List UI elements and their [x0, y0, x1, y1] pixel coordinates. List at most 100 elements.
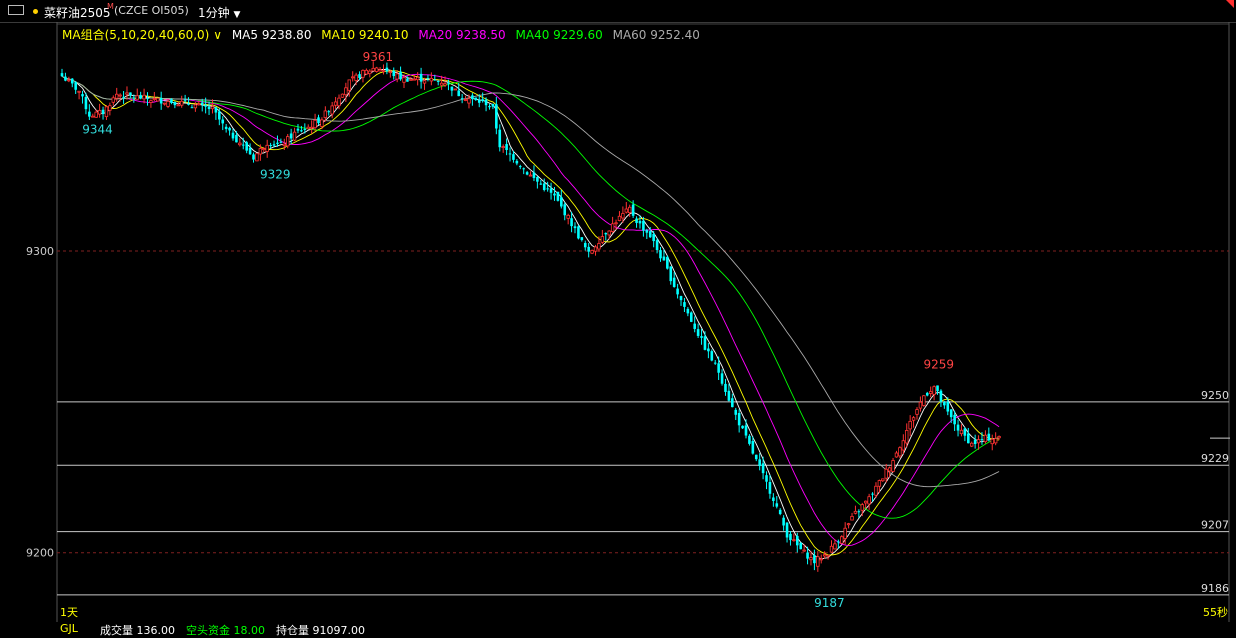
- candle-body: [139, 95, 142, 99]
- candle-body: [327, 111, 331, 113]
- candle-body: [77, 90, 81, 93]
- candle-body: [570, 218, 573, 227]
- candle-body: [258, 148, 263, 155]
- candle-body: [573, 226, 577, 229]
- candle-body: [176, 104, 180, 107]
- candle-body: [450, 86, 454, 91]
- candle-body: [953, 414, 956, 425]
- candle-body: [210, 106, 215, 110]
- candle-body: [604, 232, 608, 235]
- price-chart[interactable]: 9300 9200 9250 9229 9207 9186 9361 9344 9329 9259…: [0, 22, 1236, 622]
- candle-body: [744, 425, 748, 436]
- candle-body: [309, 126, 314, 129]
- candle-body: [320, 119, 324, 127]
- candle-body: [515, 160, 519, 164]
- candle-body: [973, 439, 977, 444]
- candle-body: [354, 74, 358, 81]
- annotation-9329: 9329: [260, 168, 291, 182]
- window-menu-icon[interactable]: [8, 5, 24, 15]
- candle-body: [956, 424, 960, 431]
- ma40-legend: MA40 9229.60: [515, 28, 603, 42]
- candle-body: [330, 105, 334, 115]
- candle-body: [426, 77, 430, 79]
- candle-body: [775, 503, 779, 507]
- candle-body: [967, 433, 970, 444]
- candle-body: [928, 391, 933, 394]
- candle-body: [679, 296, 683, 301]
- candle-body: [443, 83, 447, 86]
- candle-body: [822, 554, 827, 557]
- candle-body: [88, 111, 91, 117]
- candle-body: [317, 117, 320, 124]
- candle-series: [60, 61, 1001, 572]
- candle-body: [703, 336, 707, 350]
- candle-body: [91, 115, 95, 118]
- candle-body: [806, 552, 809, 559]
- candle-body: [877, 480, 882, 487]
- period-selector[interactable]: 1分钟 ▼: [198, 4, 240, 21]
- candle-body: [81, 94, 84, 97]
- candle-body: [518, 166, 522, 168]
- candle-body: [296, 128, 300, 131]
- ma60-legend: MA60 9252.40: [612, 28, 700, 42]
- candle-body: [689, 312, 693, 322]
- candle-body: [949, 409, 953, 418]
- candle-body: [313, 119, 317, 129]
- candle-body: [218, 111, 221, 120]
- ma-group-label[interactable]: MA组合(5,10,20,40,60,0): [62, 28, 210, 42]
- moving-average-lines: [61, 69, 1000, 560]
- candle-body: [768, 482, 772, 494]
- right-price-label-9229: 9229: [1201, 452, 1229, 465]
- candle-body: [549, 188, 553, 193]
- candle-body: [129, 92, 132, 96]
- candle-body: [583, 242, 587, 248]
- candle-body: [60, 73, 64, 77]
- symbol-name[interactable]: 菜籽油2505: [44, 6, 111, 20]
- candle-body: [754, 454, 758, 460]
- candle-body: [132, 97, 136, 99]
- candle-body: [976, 439, 981, 444]
- footer-flow: 空头资金 18.00: [186, 624, 265, 637]
- candle-body: [94, 111, 98, 118]
- candle-body: [993, 438, 998, 444]
- candle-body: [419, 73, 423, 82]
- candle-body: [433, 79, 437, 81]
- candle-body: [761, 463, 765, 474]
- candle-body: [580, 237, 584, 241]
- candle-body: [648, 231, 652, 238]
- candle-body: [371, 67, 375, 72]
- candle-body: [980, 439, 984, 441]
- candle-body: [282, 143, 286, 146]
- candle-body: [488, 106, 491, 108]
- candle-body: [621, 213, 625, 219]
- candle-body: [624, 208, 628, 213]
- candle-body: [323, 110, 328, 118]
- candle-body: [241, 144, 245, 146]
- candle-body: [498, 129, 502, 148]
- candle-body: [710, 351, 714, 361]
- candle-body: [731, 398, 734, 408]
- candle-body: [289, 133, 293, 139]
- candle-body: [751, 441, 755, 454]
- candle-body: [276, 142, 279, 144]
- candle-body: [553, 193, 556, 196]
- candle-body: [381, 70, 386, 72]
- candle-body: [918, 401, 923, 409]
- candle-body: [170, 99, 173, 103]
- candle-body: [248, 147, 252, 155]
- candle-body: [577, 226, 580, 239]
- candle-body: [64, 76, 67, 81]
- candle-body: [67, 79, 71, 82]
- candle-body: [727, 390, 731, 401]
- candle-body: [484, 99, 488, 106]
- candle-body: [368, 70, 372, 75]
- candle-body: [635, 218, 638, 223]
- candle-body: [111, 97, 115, 103]
- candle-body: [333, 101, 338, 106]
- candle-body: [563, 204, 567, 216]
- candle-body: [347, 79, 351, 91]
- candle-body: [672, 277, 676, 287]
- candle-body: [638, 220, 642, 224]
- candle-body: [200, 102, 204, 105]
- candle-body: [300, 130, 303, 132]
